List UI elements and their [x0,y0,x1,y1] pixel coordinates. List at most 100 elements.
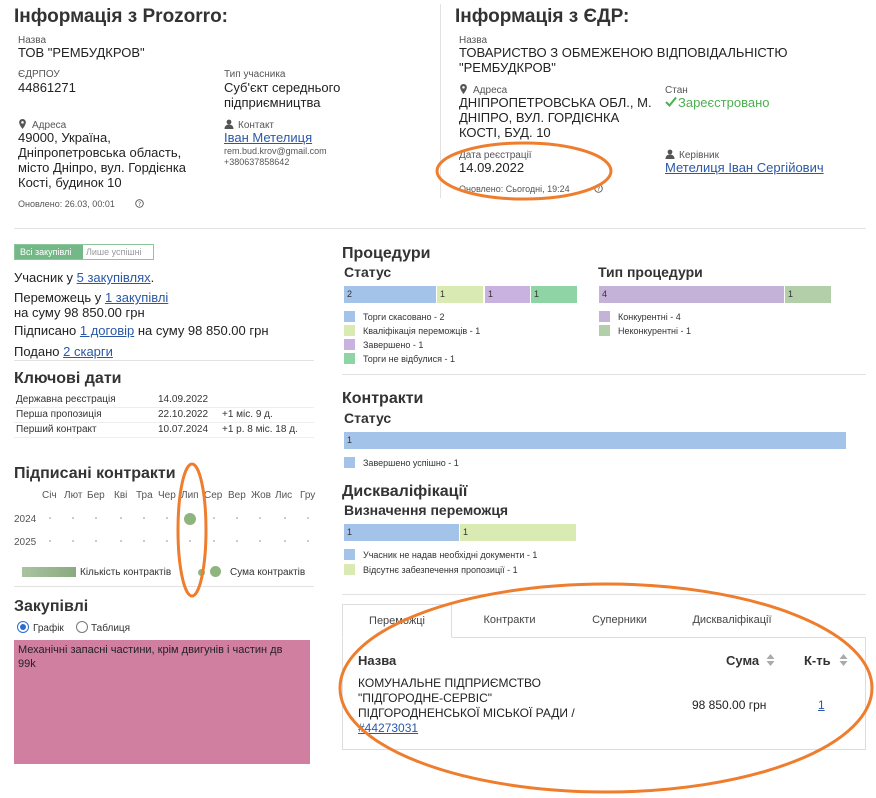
legend-swatch [599,325,610,336]
tab-rivals[interactable]: Суперники [592,614,647,626]
complaints-link[interactable]: 2 скарги [63,344,113,359]
key-date-label: Перший контракт [16,424,97,435]
sum-legend-dot-small [198,569,205,576]
month-label: Лип [181,490,199,501]
participants-panel: Переможці Контракти Суперники Дискваліфі… [342,604,866,750]
chart-radio[interactable] [17,621,29,633]
summary-complaints: Подано 2 скарги [14,344,113,359]
legend-label: Торги скасовано - 2 [363,311,445,322]
summary-participant-text: Учасник у [14,270,77,285]
count-legend-swatch [22,567,76,577]
month-label: Кві [114,490,128,501]
filter-all-button[interactable]: Всі закупівлі [15,245,83,259]
prozorro-address: 49000, Україна, Дніпропетровська область… [18,130,187,190]
sum-legend-dot-large [210,566,221,577]
sort-icon[interactable] [766,654,775,666]
signed-contracts-title: Підписані контракти [14,465,176,482]
contracts-status-title: Статус [344,410,392,426]
prozorro-name-label: Назва [18,35,47,46]
type-bar-competitive[interactable]: 4 [599,286,784,303]
year-label: 2024 [14,514,37,525]
prozorro-contact-label: Контакт [238,120,275,131]
contracts-link[interactable]: 1 договір [79,323,135,338]
month-label: Сер [204,490,223,501]
col-count-header[interactable]: К-ть [804,653,831,668]
contact-email: rem.bud.krov@gmail.com [224,146,327,156]
prozorro-address-label: Адреса [32,120,67,131]
legend-item: Учасник не надав необхідні документи - 1 [344,549,537,560]
summary-winner-text: Переможець у [14,290,105,305]
disq-bar-documents[interactable]: 1 [344,524,459,541]
col-name-header[interactable]: Назва [358,653,397,668]
winner-code-link[interactable]: #44273031 [358,721,419,735]
edr-updated: Оновлено: Сьогодні, 19:24 [459,184,570,194]
prozorro-type: Суб'єкт середнього підприємництва [224,80,341,110]
person-icon [224,119,234,129]
key-date-diff: +1 р. 8 міс. 18 д. [222,424,298,435]
legend-label: Торги не відбулися - 1 [363,353,456,364]
contract-sum-dot[interactable] [184,513,196,525]
status-bar-completed[interactable]: 1 [485,286,530,303]
winner-sum: 98 850.00 грн [692,698,767,712]
disq-subtitle: Визначення переможця [344,502,509,518]
treemap-tile-value: 99k [18,658,36,670]
treemap-tile[interactable]: Механічні запасні частини, крім двигунів… [14,640,310,764]
tab-contracts[interactable]: Контракти [483,614,536,626]
edr-head-link[interactable]: Метелиця Іван Сергійович [665,160,824,175]
disq-bar-security[interactable]: 1 [460,524,576,541]
legend-item: Торги скасовано - 2 [344,311,445,322]
info-icon[interactable]: ? [135,199,144,208]
legend-swatch [344,564,355,575]
winner-name: КОМУНАЛЬНЕ ПІДПРИЄМСТВО "ПІДГОРОДНЕ-СЕРВ… [358,676,575,720]
legend-item: Завершено - 1 [344,339,423,350]
month-label: Бер [87,490,105,501]
legend-swatch [599,311,610,322]
info-icon[interactable]: ? [594,184,603,193]
disq-divider [342,594,866,595]
prozorro-type-label: Тип учасника [224,69,286,80]
edr-name-label: Назва [459,35,488,46]
section-divider [14,228,866,229]
col-sum-header[interactable]: Сума [726,653,760,668]
legend-label: Неконкурентні - 1 [618,325,692,336]
table-radio[interactable] [76,621,88,633]
tab-winners[interactable]: Переможці [342,604,452,638]
table-radio-label[interactable]: Таблиця [91,623,131,634]
location-pin-icon [18,119,27,129]
legend-item: Відсутнє забезпечення пропозиції - 1 [344,564,518,575]
legend-label: Учасник не надав необхідні документи - 1 [363,549,538,560]
legend-item: Завершено успішно - 1 [344,457,459,468]
month-label: Гру [300,490,316,501]
disq-title: Дискваліфікації [342,483,468,500]
contact-phone: +380637858642 [224,157,290,167]
edr-reg-date: 14.09.2022 [459,160,525,175]
wins-link[interactable]: 1 закупівлі [104,290,169,305]
summary-divider [14,360,314,361]
month-label: Лют [64,490,83,501]
person-icon [665,149,675,159]
prozorro-title: Інформація з Prozorro: [14,6,229,27]
legend-swatch [344,457,355,468]
month-label: Січ [42,490,57,501]
type-bar-noncompetitive[interactable]: 1 [785,286,831,303]
participations-link[interactable]: 5 закупівлях [76,270,151,285]
contracts-bar-success[interactable]: 1 [344,432,846,449]
status-bar-qualification[interactable]: 1 [437,286,483,303]
summary-signed-text: Підписано [14,323,80,338]
tab-disqualifications[interactable]: Дискваліфікації [692,614,772,626]
filter-success-button[interactable]: Лише успішні [86,247,142,257]
contact-name-link[interactable]: Іван Метелиця [224,130,313,145]
legend-swatch [344,353,355,364]
signed-grid [49,513,309,542]
edr-state-label: Стан [665,85,688,96]
month-label: Чер [158,490,176,501]
status-bar-cancelled[interactable]: 2 [344,286,436,303]
chart-radio-label[interactable]: Графік [33,623,64,634]
vertical-divider [440,4,441,198]
months-axis: Січ Лют Бер Кві Тра Чер Лип Сер Вер Жов … [42,490,322,502]
key-date-value: 22.10.2022 [158,409,209,420]
sort-icon[interactable] [839,654,848,666]
winner-count-link[interactable]: 1 [818,698,825,712]
month-label: Тра [136,490,153,501]
status-bar-failed[interactable]: 1 [531,286,577,303]
